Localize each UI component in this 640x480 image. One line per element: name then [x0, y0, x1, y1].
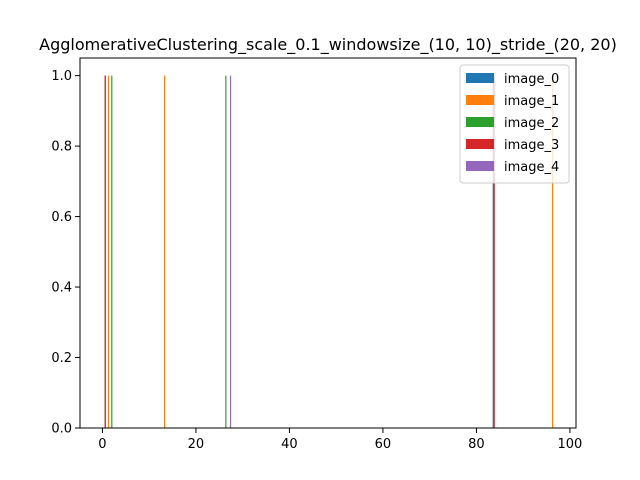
bar-image_1-2: [552, 75, 554, 429]
legend-swatch-image_3: [466, 139, 494, 149]
y-tick-label: 0.8: [51, 140, 72, 155]
bar-image_3-1: [493, 75, 495, 429]
legend-swatch-image_0: [466, 73, 494, 83]
bar-image_3-0: [104, 75, 106, 429]
legend-label-image_3: image_3: [504, 138, 559, 153]
bar-image_1-0: [107, 75, 110, 429]
legend-box: [459, 64, 570, 184]
y-tick-label: 0.0: [51, 422, 72, 437]
x-tick-label: 80: [468, 437, 485, 452]
bars-layer: [104, 75, 554, 429]
y-tick-label: 0.4: [51, 281, 72, 296]
chart-title: AgglomerativeClustering_scale_0.1_window…: [39, 35, 617, 55]
legend-label-image_0: image_0: [504, 72, 559, 87]
y-tick-label: 0.6: [51, 210, 72, 225]
bar-image_1-1: [164, 75, 166, 429]
bar-image_0-1: [492, 75, 494, 429]
bar-image_2-1: [225, 75, 227, 429]
legend-label-image_4: image_4: [504, 160, 559, 175]
legend-swatch-image_2: [466, 117, 494, 127]
legend-swatch-image_4: [466, 161, 494, 171]
bar-image_2-0: [111, 75, 113, 429]
plot-frame: [79, 57, 577, 429]
y-axis: 0.0 0.2 0.4 0.6 0.8 1.0: [51, 69, 80, 437]
x-tick-label: 60: [375, 437, 392, 452]
x-tick-label: 20: [188, 437, 205, 452]
x-axis: 0 20 40 60 80 100: [98, 428, 582, 452]
y-tick-label: 0.2: [51, 351, 72, 366]
x-tick-label: 100: [558, 437, 583, 452]
y-tick-label: 1.0: [51, 69, 72, 84]
x-tick-label: 40: [281, 437, 298, 452]
x-tick-label: 0: [98, 437, 106, 452]
legend-label-image_1: image_1: [504, 94, 559, 109]
legend-swatch-image_1: [466, 95, 494, 105]
bar-image_4-0: [229, 75, 232, 429]
legend: image_0 image_1 image_2 image_3 image_4: [459, 64, 570, 184]
legend-label-image_2: image_2: [504, 116, 559, 131]
